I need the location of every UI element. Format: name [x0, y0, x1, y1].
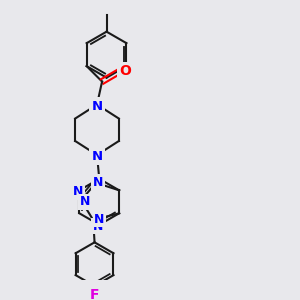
Text: O: O: [119, 64, 131, 78]
Text: N: N: [94, 213, 104, 226]
Text: N: N: [80, 195, 91, 208]
Text: N: N: [93, 220, 103, 233]
Text: N: N: [92, 100, 103, 112]
Text: N: N: [93, 176, 104, 189]
Text: N: N: [92, 150, 103, 163]
Text: N: N: [73, 185, 83, 198]
Text: F: F: [90, 288, 99, 300]
